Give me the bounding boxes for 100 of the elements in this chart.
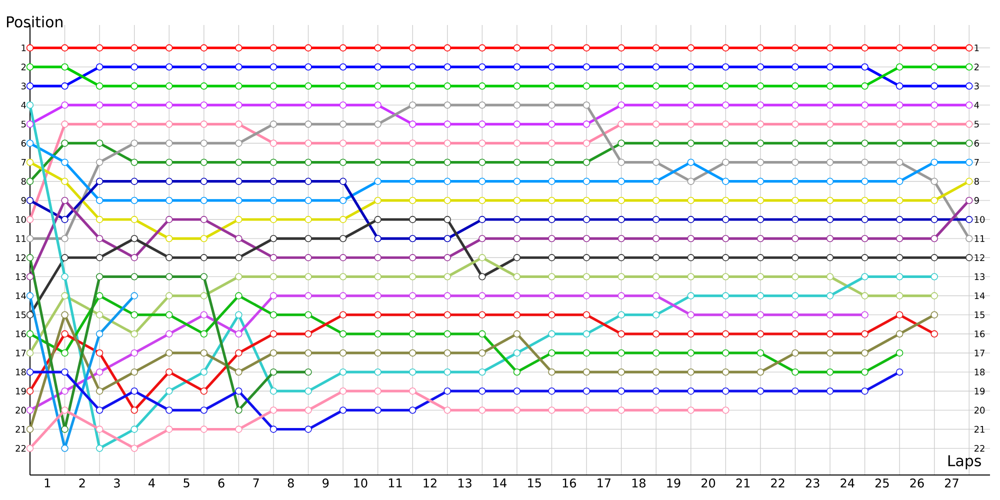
point bbox=[513, 158, 521, 166]
point bbox=[270, 234, 278, 242]
point bbox=[652, 330, 660, 338]
point bbox=[722, 406, 730, 414]
point bbox=[582, 196, 590, 204]
point bbox=[478, 254, 486, 262]
point bbox=[687, 330, 694, 338]
point bbox=[200, 311, 208, 318]
point bbox=[722, 368, 730, 376]
point bbox=[756, 273, 764, 280]
point bbox=[582, 234, 590, 242]
point bbox=[756, 349, 764, 357]
point bbox=[652, 44, 660, 52]
point bbox=[166, 140, 173, 147]
point bbox=[896, 292, 904, 300]
point bbox=[166, 254, 173, 262]
point bbox=[61, 368, 68, 376]
point bbox=[687, 292, 694, 300]
point bbox=[687, 120, 694, 128]
point bbox=[513, 178, 521, 185]
point bbox=[652, 311, 660, 318]
point bbox=[235, 273, 242, 280]
point bbox=[896, 140, 904, 147]
point bbox=[26, 120, 34, 128]
point bbox=[792, 368, 799, 376]
point bbox=[61, 216, 68, 224]
point bbox=[548, 63, 556, 71]
y2-tick-label: 14 bbox=[974, 292, 985, 300]
point bbox=[304, 234, 312, 242]
point bbox=[374, 140, 382, 147]
point bbox=[130, 63, 138, 71]
point bbox=[687, 44, 694, 52]
point bbox=[478, 330, 486, 338]
point bbox=[61, 44, 68, 52]
point bbox=[896, 273, 904, 280]
point bbox=[96, 44, 104, 52]
point bbox=[513, 196, 521, 204]
point bbox=[61, 406, 68, 414]
point bbox=[687, 101, 694, 109]
point bbox=[96, 140, 104, 147]
point bbox=[652, 273, 660, 280]
point bbox=[756, 234, 764, 242]
y2-tick-label: 22 bbox=[974, 444, 984, 452]
point bbox=[548, 292, 556, 300]
point bbox=[26, 406, 34, 414]
point bbox=[200, 292, 208, 300]
point bbox=[96, 63, 104, 71]
point bbox=[582, 158, 590, 166]
point bbox=[235, 120, 242, 128]
point bbox=[930, 234, 938, 242]
point bbox=[235, 368, 242, 376]
point bbox=[930, 44, 938, 52]
point bbox=[896, 368, 904, 376]
point bbox=[26, 330, 34, 338]
point bbox=[478, 273, 486, 280]
point bbox=[548, 120, 556, 128]
point bbox=[200, 44, 208, 52]
point bbox=[270, 349, 278, 357]
point bbox=[687, 311, 694, 318]
point bbox=[166, 158, 173, 166]
point bbox=[792, 388, 799, 395]
point bbox=[130, 273, 138, 280]
y-tick-label: 3 bbox=[21, 82, 26, 90]
point bbox=[513, 388, 521, 395]
point bbox=[966, 158, 973, 166]
point bbox=[687, 349, 694, 357]
point bbox=[826, 196, 834, 204]
point bbox=[966, 63, 973, 71]
point bbox=[826, 368, 834, 376]
point bbox=[61, 254, 68, 262]
x-tick-label: 25 bbox=[875, 478, 889, 488]
point bbox=[166, 292, 173, 300]
point bbox=[26, 273, 34, 280]
point bbox=[826, 216, 834, 224]
point bbox=[96, 254, 104, 262]
point bbox=[166, 196, 173, 204]
point bbox=[200, 426, 208, 433]
point bbox=[270, 330, 278, 338]
x-tick-label: 14 bbox=[493, 478, 507, 488]
point bbox=[687, 63, 694, 71]
point bbox=[687, 216, 694, 224]
point bbox=[478, 216, 486, 224]
point bbox=[756, 63, 764, 71]
point bbox=[409, 254, 416, 262]
point bbox=[374, 234, 382, 242]
point bbox=[61, 311, 68, 318]
y2-tick-label: 7 bbox=[974, 159, 979, 166]
y-tick-label: 8 bbox=[21, 178, 26, 185]
point bbox=[930, 292, 938, 300]
point bbox=[966, 234, 973, 242]
y-tick-label: 17 bbox=[16, 350, 26, 356]
point bbox=[756, 254, 764, 262]
point bbox=[304, 101, 312, 109]
point bbox=[304, 426, 312, 433]
point bbox=[896, 234, 904, 242]
point bbox=[618, 292, 625, 300]
point bbox=[444, 140, 451, 147]
point bbox=[687, 178, 694, 185]
point bbox=[582, 311, 590, 318]
point bbox=[339, 44, 347, 52]
